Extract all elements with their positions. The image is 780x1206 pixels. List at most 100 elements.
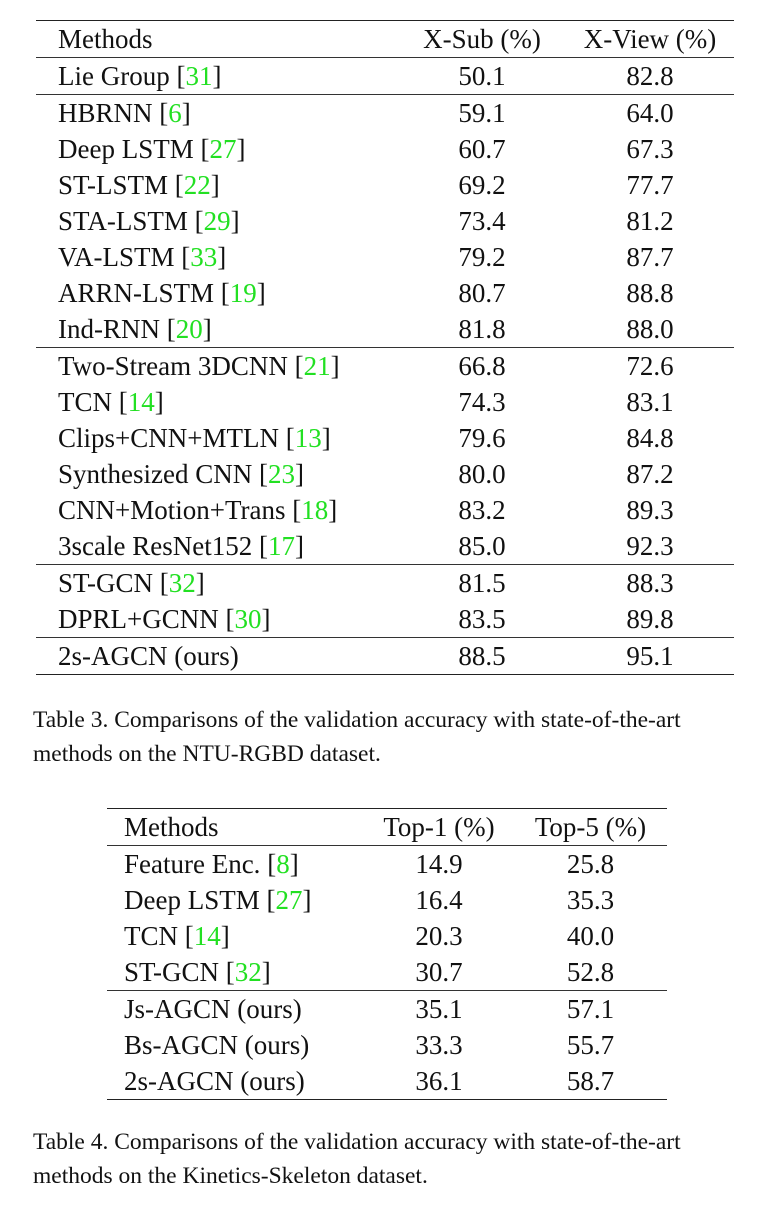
method-cell: TCN [14] (124, 921, 230, 951)
xview-value: 72.6 (626, 351, 674, 381)
method-name: DPRL+GCNN (58, 604, 219, 634)
table-row: 2s-AGCN (ours) 36.1 58.7 (107, 1063, 667, 1100)
table-row: Bs-AGCN (ours) 33.3 55.7 (107, 1027, 667, 1063)
method-cell: ARRN-LSTM [19] (58, 278, 266, 308)
xview-value: 82.8 (626, 61, 674, 91)
top1-value: 36.1 (415, 1066, 463, 1096)
xview-value: 88.3 (626, 568, 674, 598)
xsub-value: 69.2 (458, 170, 506, 200)
table-row: Lie Group [31] 50.1 82.8 (36, 57, 734, 95)
top5-value: 57.1 (566, 994, 615, 1024)
method-cell: Synthesized CNN [23] (58, 459, 304, 489)
xview-value: 67.3 (626, 134, 674, 164)
xsub-value: 50.1 (458, 61, 506, 91)
citation-link[interactable]: 30 (234, 604, 262, 634)
xview-value: 87.7 (626, 242, 674, 272)
column-header-methods: Methods (124, 812, 219, 842)
table-3-caption: Table 3. Comparisons of the validation a… (33, 707, 681, 767)
citation-link[interactable]: 8 (276, 849, 290, 879)
citation-link[interactable]: 19 (229, 278, 257, 308)
table-row: Feature Enc. [8] 14.9 25.8 (107, 845, 667, 883)
method-cell: Bs-AGCN (ours) (107, 1027, 364, 1063)
method-cell: ST-GCN [32] (124, 957, 271, 987)
table-row: Ind-RNN [20] 81.8 88.0 (36, 311, 734, 348)
xview-value: 83.1 (626, 387, 674, 417)
method-name: ARRN-LSTM (58, 278, 215, 308)
table-row: ST-GCN [32] 81.5 88.3 (36, 564, 734, 602)
top1-value: 20.3 (415, 921, 463, 951)
xview-value: 89.8 (626, 604, 674, 634)
citation-link[interactable]: 21 (303, 351, 331, 381)
table-row: TCN [14] 20.3 40.0 (107, 918, 667, 954)
citation-link[interactable]: 23 (267, 459, 295, 489)
table-row: Synthesized CNN [23] 80.0 87.2 (36, 456, 734, 492)
citation-link[interactable]: 20 (175, 314, 203, 344)
citation-link[interactable]: 33 (190, 242, 218, 272)
method-name: 3scale ResNet152 (58, 531, 253, 561)
xsub-value: 81.8 (458, 314, 506, 344)
table-row: Js-AGCN (ours) 35.1 57.1 (107, 990, 667, 1028)
table-row: 3scale ResNet152 [17] 85.0 92.3 (36, 528, 734, 565)
method-cell: 2s-AGCN (ours) (107, 1063, 364, 1100)
citation-link[interactable]: 6 (168, 98, 182, 128)
xview-value: 84.8 (626, 423, 674, 453)
method-cell: VA-LSTM [33] (58, 242, 227, 272)
table-row: Two-Stream 3DCNN [21] 66.8 72.6 (36, 347, 734, 385)
table-row: ST-GCN [32] 30.7 52.8 (107, 954, 667, 991)
method-cell: 3scale ResNet152 [17] (58, 531, 304, 561)
method-name: STA-LSTM (58, 206, 188, 236)
citation-link[interactable]: 17 (267, 531, 295, 561)
method-cell: CNN+Motion+Trans [18] (58, 495, 338, 525)
xsub-value: 85.0 (458, 531, 506, 561)
top5-value: 52.8 (566, 957, 615, 987)
citation-link[interactable]: 32 (234, 957, 262, 987)
citation-link[interactable]: 14 (193, 921, 221, 951)
method-name: Ind-RNN (58, 314, 160, 344)
xsub-value: 83.2 (458, 495, 506, 525)
citation-link[interactable]: 27 (209, 134, 237, 164)
method-cell: TCN [14] (58, 387, 164, 417)
citation-link[interactable]: 18 (301, 495, 329, 525)
top1-value: 30.7 (415, 957, 463, 987)
method-name: ST-LSTM (58, 170, 169, 200)
xsub-value: 80.7 (458, 278, 506, 308)
column-header-xview: X-View (%) (583, 24, 717, 54)
xview-value: 81.2 (626, 206, 674, 236)
method-cell: Ind-RNN [20] (58, 314, 212, 344)
citation-link[interactable]: 29 (203, 206, 231, 236)
top5-value: 35.3 (566, 885, 615, 915)
top5-value: 25.8 (566, 849, 615, 879)
citation-link[interactable]: 14 (127, 387, 155, 417)
method-name: Two-Stream 3DCNN (58, 351, 288, 381)
table-3-ntu-rgbd: Methods X-Sub (%) X-View (%) Lie Group [… (36, 20, 734, 675)
table-row: STA-LSTM [29] 73.4 81.2 (36, 203, 734, 239)
citation-link[interactable]: 13 (294, 423, 322, 453)
method-name: HBRNN (58, 98, 153, 128)
citation-link[interactable]: 31 (185, 61, 213, 91)
column-header-xsub: X-Sub (%) (423, 24, 541, 54)
xsub-value: 74.3 (458, 387, 506, 417)
table-row: Deep LSTM [27] 16.4 35.3 (107, 882, 667, 918)
method-cell: DPRL+GCNN [30] (58, 604, 271, 634)
top5-value: 40.0 (566, 921, 615, 951)
column-header-top5: Top-5 (%) (534, 812, 647, 842)
top5-value: 58.7 (566, 1066, 615, 1096)
xsub-value: 66.8 (458, 351, 506, 381)
method-name: Feature Enc. (124, 849, 261, 879)
table-row: HBRNN [6] 59.1 64.0 (36, 94, 734, 132)
method-name: 2s-AGCN (ours) (124, 1066, 305, 1096)
table-row: DPRL+GCNN [30] 83.5 89.8 (36, 601, 734, 638)
table-row: Clips+CNN+MTLN [13] 79.6 84.8 (36, 420, 734, 456)
method-name: Deep LSTM (124, 885, 260, 915)
citation-link[interactable]: 27 (275, 885, 303, 915)
method-cell: Two-Stream 3DCNN [21] (58, 351, 340, 381)
xsub-value: 59.1 (458, 98, 506, 128)
table-4-kinetics: Methods Top-1 (%) Top-5 (%) Feature Enc.… (107, 808, 667, 1100)
method-name: Js-AGCN (ours) (124, 994, 302, 1024)
method-cell: STA-LSTM [29] (58, 206, 240, 236)
citation-link[interactable]: 32 (168, 568, 196, 598)
xsub-value: 73.4 (458, 206, 506, 236)
table-row: ARRN-LSTM [19] 80.7 88.8 (36, 275, 734, 311)
citation-link[interactable]: 22 (183, 170, 211, 200)
xsub-value: 81.5 (458, 568, 506, 598)
